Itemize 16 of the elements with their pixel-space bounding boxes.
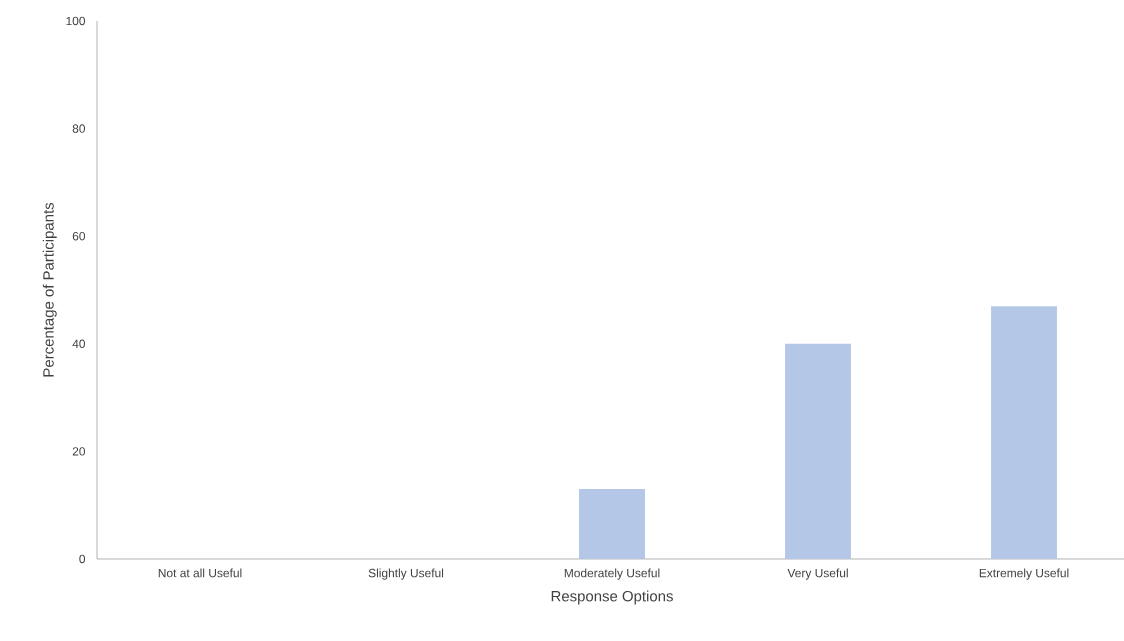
bar (785, 343, 851, 559)
y-tick-label: 80 (72, 124, 86, 133)
bar (991, 306, 1057, 559)
y-tick-label: 60 (72, 231, 86, 241)
x-tick-label: Slightly Useful (368, 568, 444, 580)
x-tick-label: Moderately Useful (564, 568, 660, 580)
y-axis-title: Percentage of Participants (42, 202, 57, 377)
y-tick-label: 20 (72, 447, 86, 456)
y-tick-label: 40 (72, 339, 86, 349)
x-tick-label: Extremely Useful (979, 568, 1069, 580)
y-tick-label: 0 (79, 554, 86, 564)
x-tick-label: Not at all Useful (158, 568, 242, 578)
x-tick-label: Very Useful (787, 568, 848, 580)
bar (579, 489, 645, 559)
y-tick-label: 100 (66, 16, 86, 26)
x-axis-title: Response Options (551, 590, 673, 605)
